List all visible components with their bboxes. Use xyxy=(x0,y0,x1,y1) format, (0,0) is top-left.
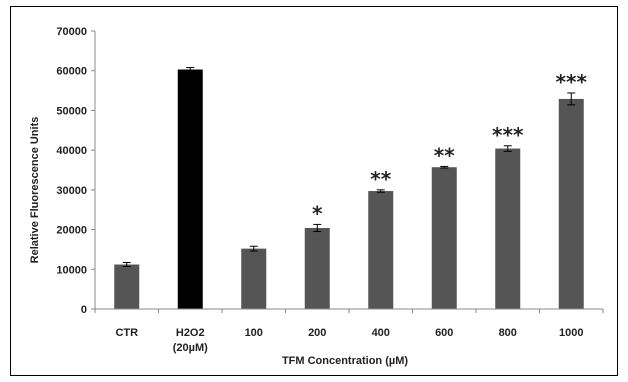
y-tick-label: 50000 xyxy=(56,105,87,117)
y-tick-label: 30000 xyxy=(56,185,87,197)
significance-marker: ** xyxy=(370,167,391,191)
significance-marker: *** xyxy=(492,123,524,147)
y-tick-label: 20000 xyxy=(56,225,87,237)
bar xyxy=(495,148,521,309)
x-tick-label: 800 xyxy=(499,327,517,339)
y-tick-label: 60000 xyxy=(56,66,87,78)
x-tick-label: H2O2 xyxy=(176,327,205,339)
bars: *********** xyxy=(114,67,588,309)
x-tick-label: 200 xyxy=(308,327,326,339)
y-tick-label: 10000 xyxy=(56,264,87,276)
bar xyxy=(177,69,203,309)
x-tick-label: 400 xyxy=(372,327,390,339)
x-tick-label: (20µM) xyxy=(173,342,208,354)
bar xyxy=(241,248,267,309)
x-axis-title: TFM Concentration (µM) xyxy=(282,355,408,367)
bar xyxy=(431,167,457,309)
significance-marker: ** xyxy=(434,143,455,167)
x-tick-label: 100 xyxy=(245,327,263,339)
x-axis: CTR H2O2 (20µM) 100 200 400 600 800 1000 xyxy=(94,308,604,354)
bar xyxy=(558,98,584,309)
x-tick-label: 1000 xyxy=(559,327,583,339)
y-axis-title: Relative Fluorescence Units xyxy=(29,117,41,264)
x-tick-label: CTR xyxy=(115,327,138,339)
y-tick-label: 70000 xyxy=(56,26,87,38)
bar xyxy=(368,191,394,309)
y-tick-label: 40000 xyxy=(56,145,87,157)
x-tick-label: 600 xyxy=(435,327,453,339)
significance-marker: * xyxy=(312,201,323,225)
y-axis: 0 10000 20000 30000 40000 50000 60000 70000 xyxy=(56,26,96,316)
bar xyxy=(304,227,330,309)
y-tick-label: 0 xyxy=(81,304,87,316)
bar xyxy=(114,264,140,309)
significance-marker: *** xyxy=(556,70,588,94)
